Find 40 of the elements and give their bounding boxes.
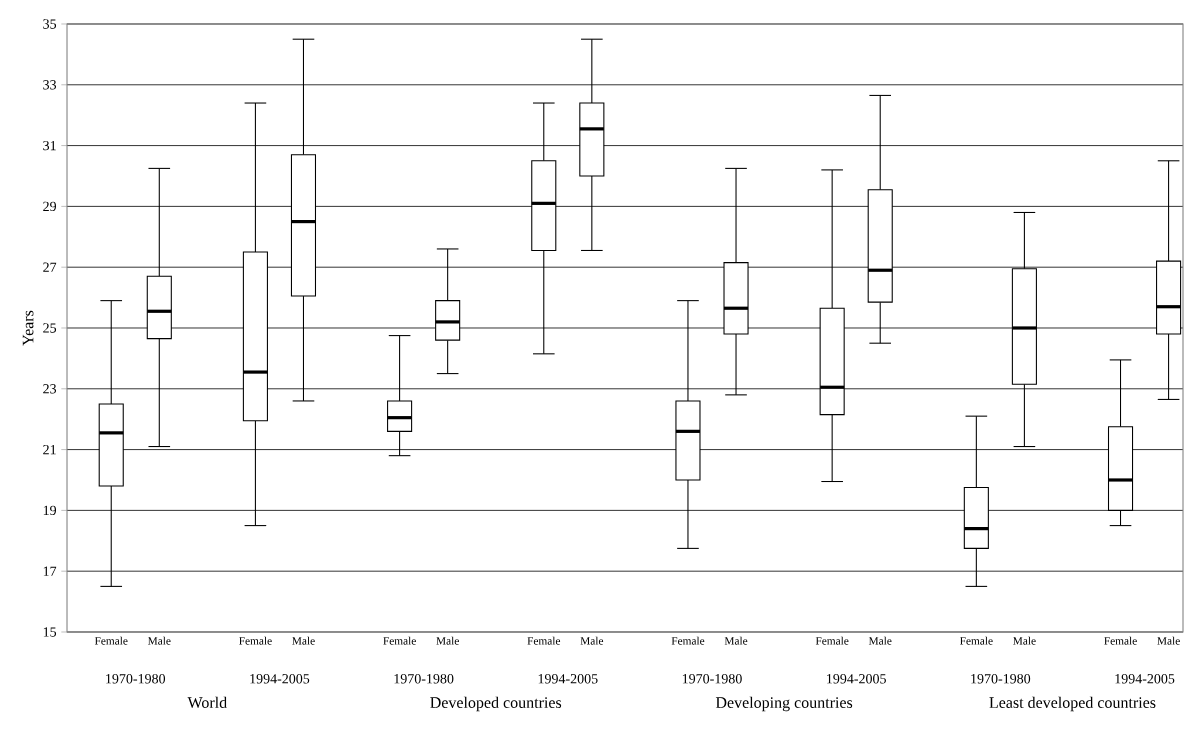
y-tick-label: 23 <box>43 384 57 394</box>
x-tick-label: Female <box>94 636 128 645</box>
x-tick-label: Male <box>1157 636 1180 645</box>
x-tick-label: Female <box>815 636 849 645</box>
text: Developed countries <box>430 696 562 712</box>
y-axis-title: Years <box>22 310 34 346</box>
y-tick-label: 33 <box>43 80 57 90</box>
text: World <box>187 696 227 709</box>
x-tick-label: Male <box>580 636 604 645</box>
text: 1994-2005 <box>827 674 886 684</box>
y-tick-label: 31 <box>43 140 56 151</box>
x-tick-label: Female <box>1104 636 1137 645</box>
text: 1970-1980 <box>106 674 166 684</box>
x-tick-label: Female <box>239 636 272 645</box>
y-tick-label: 25 <box>43 323 57 333</box>
y-tick-label: 15 <box>43 627 57 637</box>
x-tick-label: Male <box>147 636 171 645</box>
y-tick-label: 17 <box>43 566 57 576</box>
x-tick-label: Female <box>527 636 561 645</box>
x-tick-label: Male <box>724 636 748 645</box>
text: Least developed countries <box>989 696 1156 712</box>
text: Developing countries <box>715 696 853 712</box>
text: 1994-2005 <box>1115 674 1175 684</box>
x-tick-label: Female <box>383 636 416 645</box>
text: 1970-1980 <box>971 674 1031 684</box>
x-tick-label: Male <box>1013 636 1036 645</box>
text: 1970-1980 <box>394 674 454 684</box>
y-tick-label: 27 <box>43 262 57 272</box>
x-tick-label: Male <box>436 636 459 645</box>
x-tick-label: Male <box>292 636 315 645</box>
text: 1970-1980 <box>682 674 742 684</box>
x-tick-label: Male <box>868 636 892 645</box>
y-tick-label: 19 <box>43 505 57 516</box>
y-tick-label: 29 <box>43 201 57 212</box>
y-tick-label: 35 <box>43 19 57 29</box>
text: 1994-2005 <box>250 674 310 684</box>
text: 1994-2005 <box>538 674 598 684</box>
x-tick-label: Female <box>671 636 705 645</box>
y-tick-label: 21 <box>43 444 56 455</box>
x-tick-label: Female <box>959 636 993 645</box>
